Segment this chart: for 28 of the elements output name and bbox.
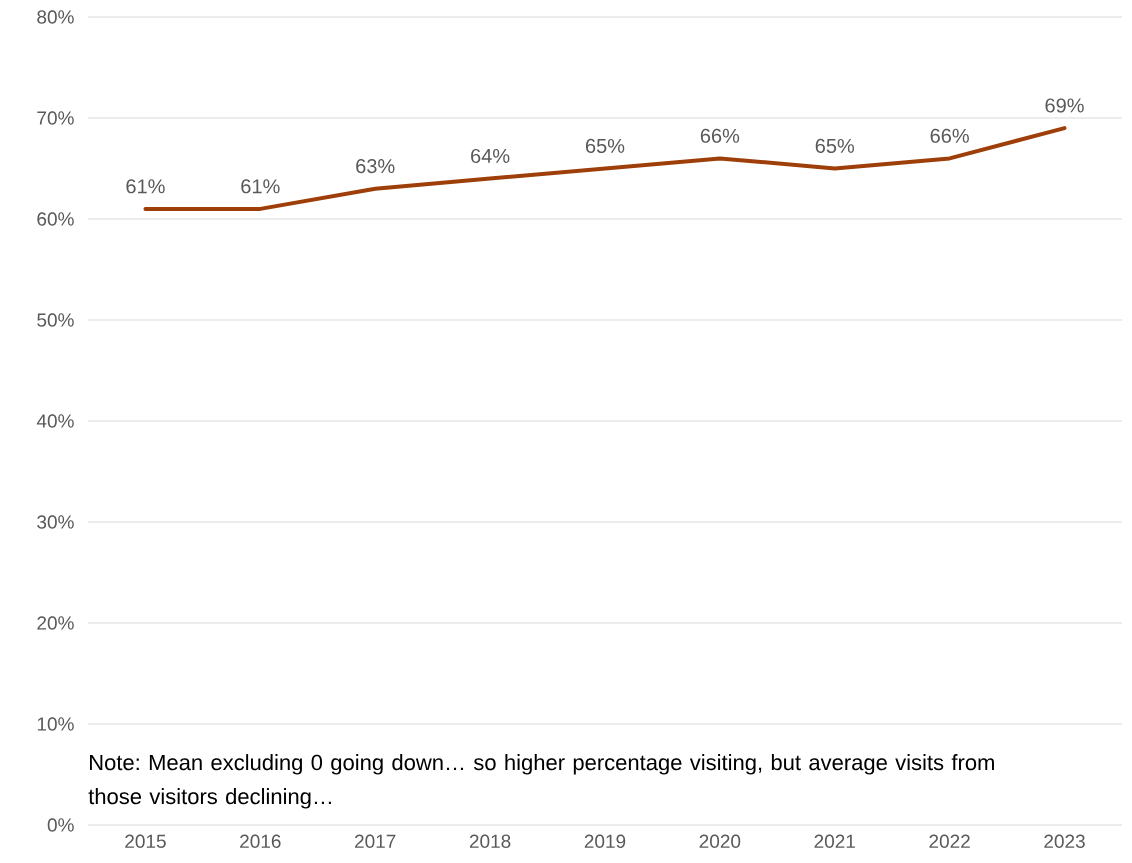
x-tick-label: 2020 (699, 834, 741, 848)
data-label: 66% (930, 128, 969, 143)
data-label: 65% (585, 138, 625, 153)
y-tick-label: 40% (36, 414, 74, 428)
data-label: 61% (241, 179, 280, 194)
x-tick-label: 2015 (125, 834, 166, 848)
data-label: 69% (1045, 98, 1084, 113)
x-tick-label: 2023 (1044, 834, 1085, 848)
data-label: 64% (471, 148, 510, 164)
data-label: 65% (815, 138, 855, 153)
y-tick-label: 70% (37, 111, 74, 125)
y-tick-label: 50% (37, 313, 74, 327)
x-tick-label: 2019 (584, 834, 626, 848)
data-label: 61% (126, 179, 165, 194)
x-tick-label: 2021 (814, 834, 855, 848)
data-label: 63% (356, 159, 395, 174)
y-tick-label: 10% (37, 717, 74, 731)
x-tick-label: 2018 (469, 834, 511, 848)
x-tick-label: 2016 (240, 834, 281, 848)
data-label: 66% (700, 128, 740, 143)
x-tick-label: 2017 (355, 834, 396, 848)
y-tick-label: 60% (37, 212, 74, 226)
y-tick-label: 20% (37, 616, 74, 630)
y-tick-label: 80% (37, 10, 74, 24)
annotation: Note: Mean excluding 0 going down… so higher percentage visiting, but average visits from those visitors declining… (88, 754, 994, 809)
y-tick-label: 0% (47, 818, 74, 832)
x-tick-label: 2022 (929, 834, 970, 848)
y-tick-label: 30% (37, 515, 74, 529)
